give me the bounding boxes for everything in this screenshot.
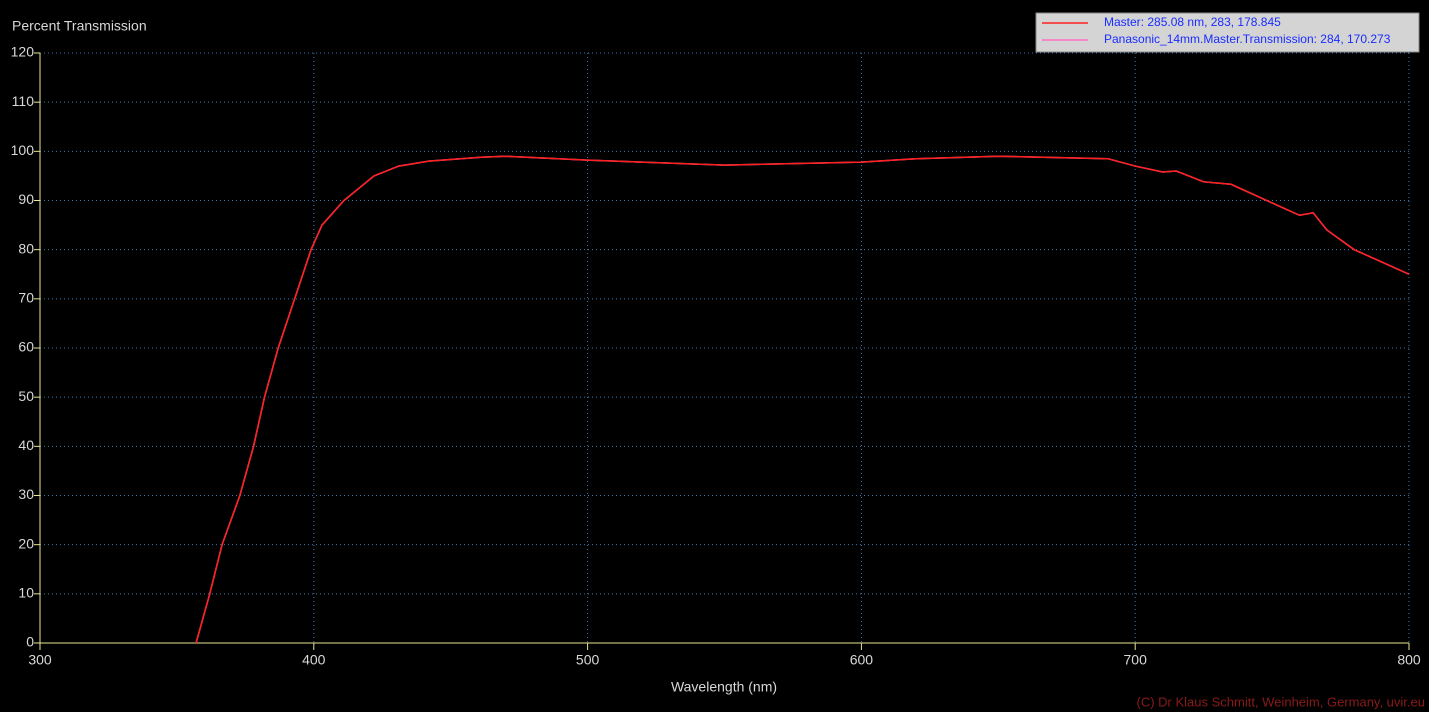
x-tick-label: 400 — [302, 652, 326, 668]
y-tick-label: 80 — [18, 240, 34, 256]
chart-title: Percent Transmission — [12, 18, 147, 34]
y-tick-label: 100 — [11, 142, 35, 158]
y-tick-label: 10 — [18, 585, 34, 601]
y-tick-label: 40 — [18, 437, 34, 453]
legend: Master: 285.08 nm, 283, 178.845 Panasonic… — [1035, 12, 1420, 53]
legend-label: Panasonic_14mm.Master.Transmission: 284,… — [1104, 32, 1391, 46]
legend-name: Panasonic_14mm.Master.Transmission — [1104, 32, 1314, 46]
y-tick-label: 20 — [18, 535, 34, 551]
y-tick-label: 90 — [18, 191, 34, 207]
legend-box — [1035, 12, 1420, 53]
x-tick-label: 800 — [1397, 652, 1421, 668]
x-tick-label: 300 — [28, 652, 52, 668]
y-tick-label: 50 — [18, 388, 34, 404]
credit: (C) Dr Klaus Schmitt, Weinheim, Germany,… — [1137, 694, 1426, 709]
x-tick-label: 500 — [576, 652, 600, 668]
y-tick-label: 30 — [18, 486, 34, 502]
y-tick-label: 120 — [11, 44, 35, 60]
series-line — [195, 155, 1410, 644]
y-tick-label: 110 — [12, 93, 35, 109]
legend-readout: : 285.08 nm, 283, 178.845 — [1141, 15, 1281, 29]
y-tick-label: 0 — [26, 634, 34, 650]
y-tick-label: 60 — [18, 339, 34, 355]
x-axis-label: Wavelength (nm) — [671, 679, 777, 695]
legend-label: Master: 285.08 nm, 283, 178.845 — [1104, 15, 1281, 29]
legend-readout: : 284, 170.273 — [1314, 32, 1391, 46]
y-tick-label: 70 — [18, 290, 34, 306]
legend-name: Master — [1104, 15, 1141, 29]
x-tick-label: 600 — [850, 652, 874, 668]
x-tick-label: 700 — [1124, 652, 1148, 668]
